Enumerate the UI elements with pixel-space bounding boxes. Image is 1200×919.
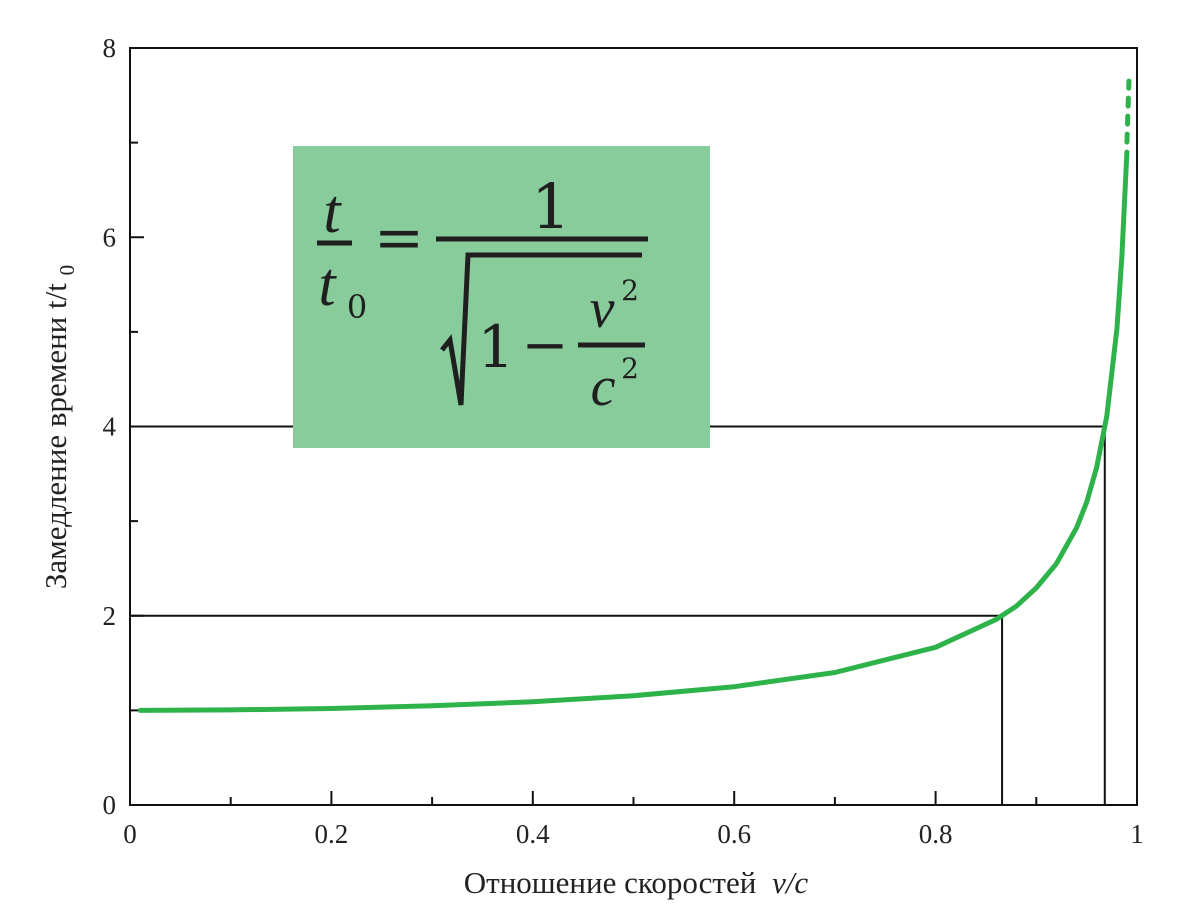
reference-lines [130,425,1106,805]
y-axis-title-subscript: 0 [55,265,79,276]
x-axis-title-italic: v/c [772,865,808,900]
formula-radical-one: 1 [478,313,515,381]
y-tick-label-0: 0 [103,790,117,820]
series-layer [137,78,1132,713]
formula-radical-sign [440,252,642,406]
y-tick-labels: 0 2 4 6 8 [103,33,117,820]
formula-lhs-numerator: t [323,178,342,246]
y-tick-label-2: 4 [103,412,117,442]
x-tick-label-5: 1 [1130,819,1144,849]
x-tick-label-2: 0.4 [516,819,550,849]
x-tick-label-4: 0.8 [919,819,953,849]
formula-box: t t 0 = 1 1 − v 2 c 2 [293,146,710,448]
y-axis-title-text: Замедление времени t/t [38,283,73,589]
formula-lhs-denominator: t [318,251,337,319]
x-tick-labels: 0 0.2 0.4 0.6 0.8 1 [123,819,1144,849]
series-line-0 [137,149,1130,713]
formula-equals: = [374,203,424,273]
formula-radical-numerator-exponent: 2 [621,274,639,307]
formula-rhs-numerator: 1 [531,170,570,243]
y-axis-title: Замедление времени t/t 0 [38,265,79,589]
y-tick-label-1: 2 [103,601,117,631]
x-axis-title: Отношение скоростей v/c [464,865,809,900]
formula-radical-denominator-exponent: 2 [621,352,639,385]
x-tick-label-0: 0 [123,819,137,849]
formula-lhs-denominator-subscript: 0 [347,288,367,326]
formula-radical-numerator: v [590,278,615,340]
series-dashed-extension-0 [1124,78,1132,145]
formula-radical-denominator: c [591,356,616,418]
formula-radical-minus: − [522,313,569,378]
x-tick-label-3: 0.6 [717,819,751,849]
y-tick-label-4: 8 [103,33,117,63]
formula-background [293,146,710,448]
x-axis-title-text: Отношение скоростей [464,865,757,900]
y-tick-label-3: 6 [103,222,117,252]
x-tick-label-1: 0.2 [315,819,349,849]
axis-ticks [129,47,1138,806]
